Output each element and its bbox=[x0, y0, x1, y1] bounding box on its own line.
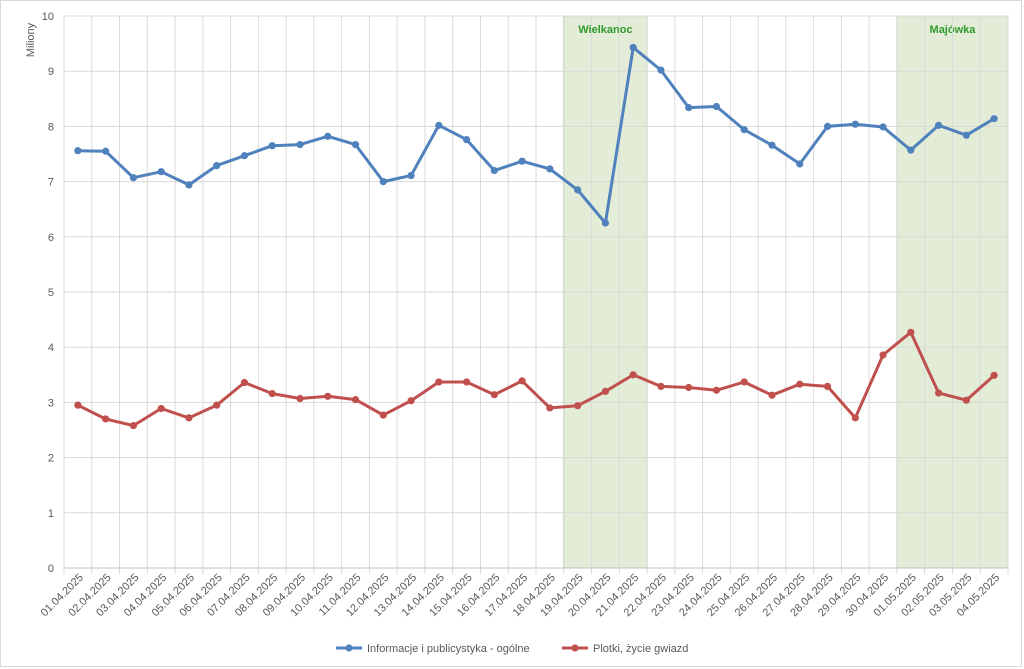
data-point bbox=[574, 402, 582, 410]
data-point bbox=[823, 122, 832, 130]
data-point bbox=[324, 392, 332, 400]
series-line-2 bbox=[76, 330, 996, 428]
data-point bbox=[990, 115, 998, 123]
series-1 bbox=[74, 43, 998, 227]
data-point bbox=[879, 351, 887, 359]
y-tick-label: 10 bbox=[42, 11, 54, 23]
y-tick-label: 6 bbox=[48, 232, 54, 244]
y-tick-label: 1 bbox=[48, 508, 54, 520]
data-point bbox=[962, 131, 970, 139]
y-axis-label: Miliony bbox=[25, 22, 37, 57]
data-point bbox=[518, 377, 526, 385]
data-point bbox=[685, 104, 693, 112]
data-point bbox=[185, 414, 193, 422]
data-point bbox=[490, 166, 498, 175]
data-point bbox=[74, 401, 82, 409]
data-point bbox=[629, 371, 637, 379]
x-axis: 01.04.202502.04.202503.04.202504.04.2025… bbox=[39, 572, 1003, 619]
data-point bbox=[379, 411, 387, 419]
data-point bbox=[657, 382, 665, 390]
data-point bbox=[768, 391, 776, 399]
data-point bbox=[435, 378, 443, 386]
data-point bbox=[407, 171, 415, 180]
data-point bbox=[685, 383, 693, 392]
data-point bbox=[601, 219, 610, 227]
y-tick-label: 8 bbox=[48, 121, 54, 133]
data-point bbox=[157, 404, 165, 413]
data-point bbox=[213, 161, 221, 170]
data-point bbox=[129, 421, 138, 430]
data-point bbox=[129, 174, 138, 182]
y-tick-label: 2 bbox=[48, 453, 54, 465]
data-point bbox=[907, 146, 915, 154]
data-point bbox=[907, 328, 915, 336]
data-point bbox=[934, 389, 943, 397]
data-point bbox=[435, 121, 443, 129]
data-point bbox=[462, 136, 471, 144]
data-point bbox=[990, 371, 998, 379]
data-point bbox=[351, 396, 360, 404]
data-point bbox=[296, 394, 304, 403]
data-point bbox=[740, 378, 748, 386]
data-point bbox=[379, 178, 387, 186]
data-point bbox=[879, 123, 887, 131]
data-point bbox=[629, 43, 637, 52]
y-tick-label: 0 bbox=[48, 563, 54, 575]
data-point bbox=[351, 141, 360, 149]
data-point bbox=[213, 401, 221, 409]
data-point bbox=[268, 389, 276, 398]
data-point bbox=[185, 181, 193, 189]
data-point bbox=[796, 380, 804, 388]
legend-marker-1 bbox=[345, 644, 353, 652]
data-point bbox=[934, 121, 943, 129]
data-point bbox=[546, 404, 554, 412]
data-point bbox=[712, 102, 721, 111]
data-point bbox=[712, 386, 721, 394]
data-point bbox=[462, 378, 471, 386]
series-layer bbox=[74, 43, 998, 430]
legend-marker-2 bbox=[571, 644, 579, 652]
data-point bbox=[240, 152, 249, 160]
legend: Informacje i publicystyka - ogólne Plotki… bbox=[336, 643, 688, 655]
data-point bbox=[823, 382, 832, 390]
series-line-1 bbox=[76, 46, 996, 225]
data-point bbox=[851, 414, 859, 422]
data-point bbox=[296, 141, 304, 149]
data-point bbox=[102, 147, 110, 155]
y-tick-label: 3 bbox=[48, 397, 54, 409]
data-point bbox=[157, 168, 165, 176]
data-point bbox=[851, 120, 859, 128]
data-point bbox=[740, 126, 748, 134]
data-point bbox=[518, 157, 526, 165]
y-axis: Miliony 0 1 2 3 4 5 6 7 8 9 10 bbox=[25, 11, 54, 575]
series-2 bbox=[74, 328, 998, 430]
data-point bbox=[490, 391, 498, 399]
y-tick-label: 7 bbox=[48, 177, 54, 189]
data-point bbox=[240, 378, 249, 387]
grid-lines bbox=[63, 15, 1009, 574]
data-point bbox=[962, 396, 970, 404]
data-point bbox=[268, 142, 276, 150]
y-tick-label: 9 bbox=[48, 66, 54, 78]
data-point bbox=[796, 160, 804, 168]
data-point bbox=[324, 132, 332, 140]
y-tick-label: 5 bbox=[48, 287, 54, 299]
data-point bbox=[657, 66, 665, 74]
data-point bbox=[74, 147, 82, 155]
data-point bbox=[601, 387, 610, 395]
y-tick-label: 4 bbox=[48, 342, 54, 354]
legend-label-2: Plotki, życie gwiazd bbox=[593, 643, 688, 655]
data-point bbox=[407, 397, 415, 405]
data-point bbox=[546, 165, 554, 173]
data-point bbox=[768, 141, 776, 149]
highlight-label-1: Wielkanoc bbox=[578, 24, 632, 36]
legend-label-1: Informacje i publicystyka - ogólne bbox=[367, 643, 530, 655]
data-point bbox=[574, 186, 582, 194]
data-point bbox=[102, 415, 110, 423]
